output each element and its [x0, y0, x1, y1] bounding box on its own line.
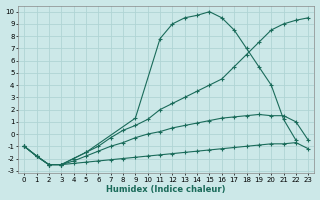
X-axis label: Humidex (Indice chaleur): Humidex (Indice chaleur) — [107, 185, 226, 194]
